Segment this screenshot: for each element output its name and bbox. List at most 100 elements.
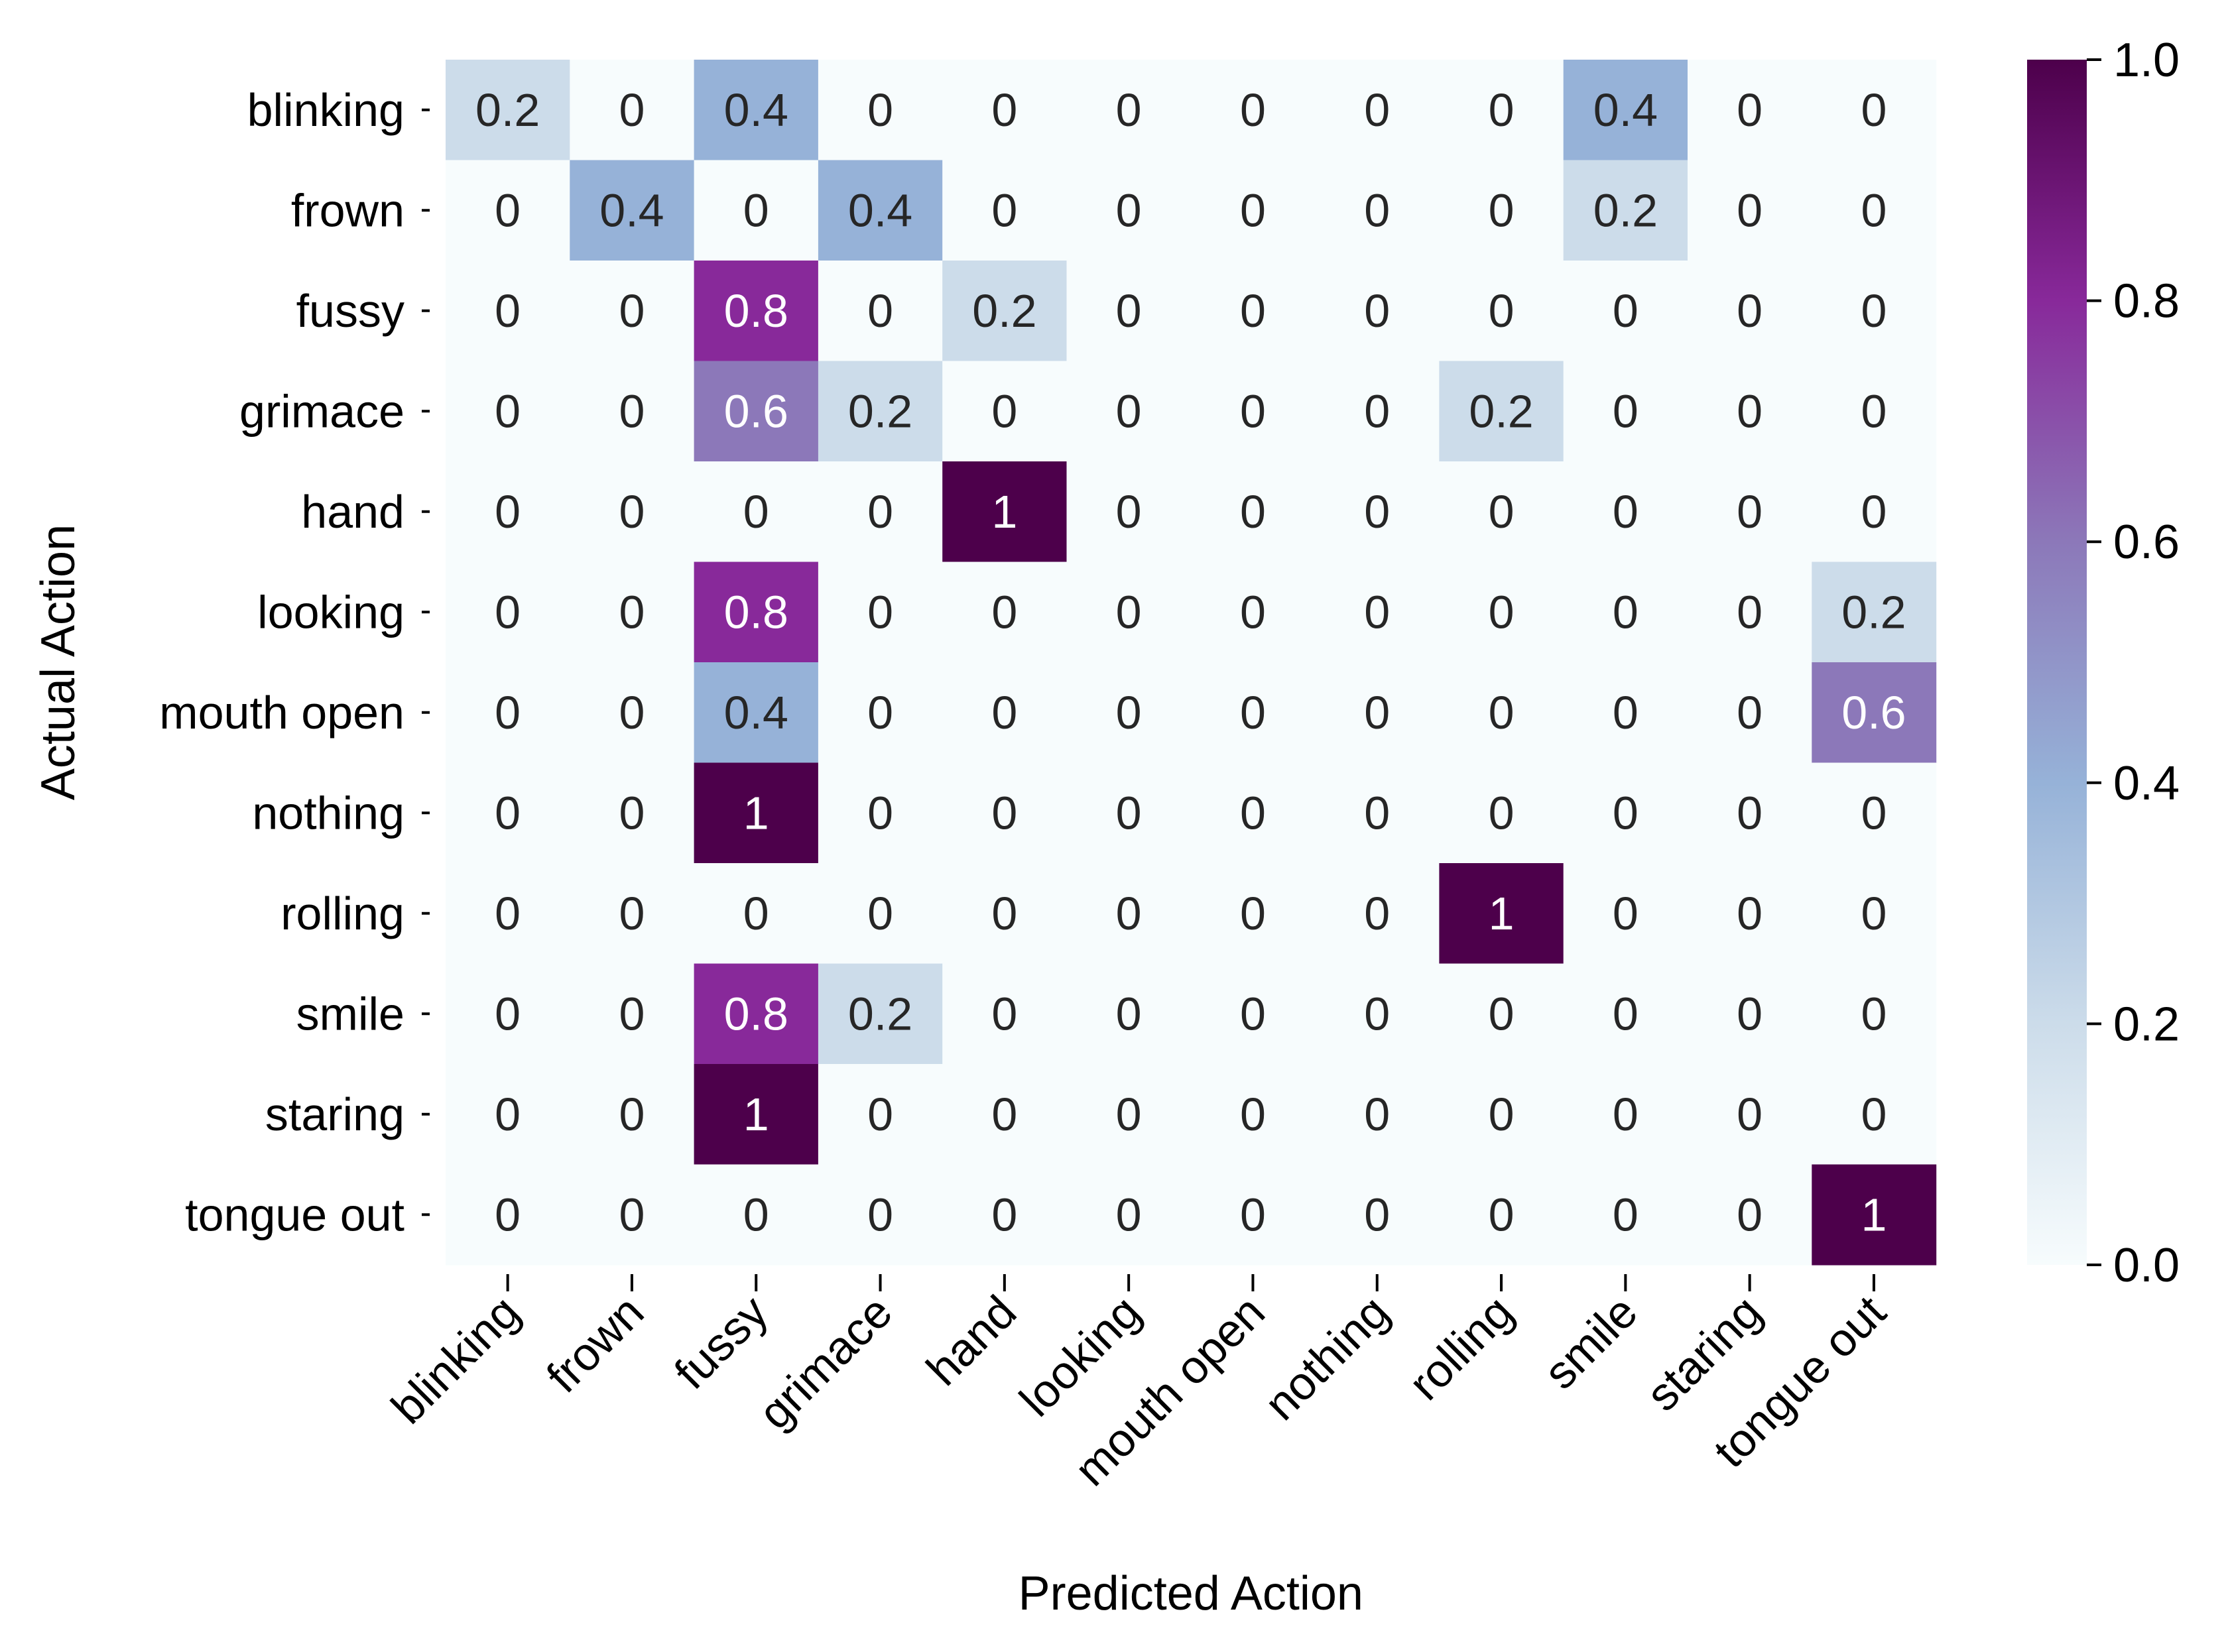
heatmap-cell [1563,863,1688,965]
cell-value-label: 0 [1861,888,1887,939]
cell-value-label: 0.4 [1593,84,1658,136]
heatmap-cell [570,863,695,965]
heatmap-cell [1812,60,1937,161]
heatmap-cell [446,1164,570,1266]
cell-value-label: 0 [1737,787,1763,839]
cell-value-label: 0 [1737,486,1763,538]
y-tick-label: grimace [239,385,404,437]
heatmap-cell [942,160,1068,261]
heatmap-cell [1812,261,1937,362]
cell-value-label: 0 [1489,285,1515,337]
heatmap-cell [1315,1064,1440,1165]
heatmap-cell [570,1064,695,1165]
heatmap-cell [1315,361,1440,462]
cell-value-label: 0 [991,888,1017,939]
heatmap-cell [818,662,943,764]
cell-value-label: 0 [1861,385,1887,437]
cell-value-label: 0 [991,1089,1017,1140]
heatmap-cell [694,561,819,663]
cell-value-label: 0 [619,687,645,738]
cell-value-label: 0 [1489,84,1515,136]
cell-value-label: 0.8 [724,988,788,1039]
heatmap-cell [1066,361,1192,462]
heatmap-cell [694,762,819,864]
cell-value-label: 0 [991,787,1017,839]
heatmap-cell [570,461,695,563]
cell-value-label: 0 [991,687,1017,738]
cell-value-label: 0 [1240,486,1266,538]
cell-value-label: 0 [1116,84,1142,136]
cell-value-label: 0.8 [724,285,788,337]
cell-value-label: 0.6 [724,385,788,437]
heatmap-cell [1563,963,1688,1065]
heatmap-cell [1439,1164,1564,1266]
heatmap-cell [694,662,819,764]
heatmap-cell [1190,1164,1316,1266]
heatmap-cell [1190,361,1316,462]
cell-value-label: 0 [1364,888,1390,939]
cell-value-label: 0 [1613,1089,1639,1140]
cell-value-label: 0 [1489,586,1515,638]
cell-value-label: 0 [1861,988,1887,1039]
heatmap-cell [942,1164,1068,1266]
y-tick-label: hand [301,486,404,538]
heatmap-cell [1812,1164,1937,1266]
y-tick-label: staring [265,1089,404,1140]
heatmap-cell [818,863,943,965]
heatmap-cell [1066,261,1192,362]
cell-value-label: 0 [619,586,645,638]
heatmap-cell [1688,963,1812,1065]
cell-value-label: 0 [1613,586,1639,638]
cell-value-label: 0 [1116,1189,1142,1240]
heatmap-cell [818,963,943,1065]
cell-value-label: 0 [1489,787,1515,839]
y-tick-label: tongue out [185,1189,404,1240]
heatmap-cell [570,762,695,864]
cell-value-label: 0 [495,486,521,538]
colorbar-tick-label: 0.8 [2113,275,2180,328]
heatmap-cell [1190,662,1316,764]
heatmap-cell [1439,762,1564,864]
heatmap-cell [1439,261,1564,362]
cell-value-label: 0 [619,285,645,337]
heatmap-cell [1688,662,1812,764]
heatmap-cell [1563,662,1688,764]
cell-value-label: 0 [743,1189,769,1240]
heatmap-cell [942,561,1068,663]
heatmap-cell [1688,863,1812,965]
heatmap-cell [942,863,1068,965]
heatmap-cell [446,863,570,965]
heatmap-cell [694,361,819,462]
heatmap-cell [1066,160,1192,261]
cell-value-label: 0 [495,988,521,1039]
cell-value-label: 0 [867,888,893,939]
cell-value-label: 0 [1737,385,1763,437]
cell-value-label: 0 [1737,184,1763,236]
cell-value-label: 0 [1116,385,1142,437]
heatmap-cell [1190,1064,1316,1165]
cell-value-label: 0 [1737,988,1763,1039]
heatmap-cell [446,762,570,864]
heatmap-cell [1439,561,1564,663]
heatmap-cell [1812,762,1937,864]
cell-value-label: 0 [1240,988,1266,1039]
cell-value-label: 0 [1364,687,1390,738]
cell-value-label: 1 [1489,888,1515,939]
cell-value-label: 0 [1489,486,1515,538]
cell-value-label: 0 [1737,888,1763,939]
heatmap-cell [1439,160,1564,261]
heatmap-cell [446,160,570,261]
heatmap-cell [1315,261,1440,362]
cell-value-label: 0.4 [848,184,912,236]
cell-value-label: 0.2 [475,84,540,136]
heatmap-cell [446,963,570,1065]
heatmap-cell [942,60,1068,161]
heatmap-cell [1563,160,1688,261]
heatmap-cell [446,361,570,462]
cell-value-label: 0 [1116,184,1142,236]
heatmap-cell [1066,662,1192,764]
cell-value-label: 1 [1861,1189,1887,1240]
cell-value-label: 0 [1364,486,1390,538]
cell-value-label: 0 [1364,184,1390,236]
